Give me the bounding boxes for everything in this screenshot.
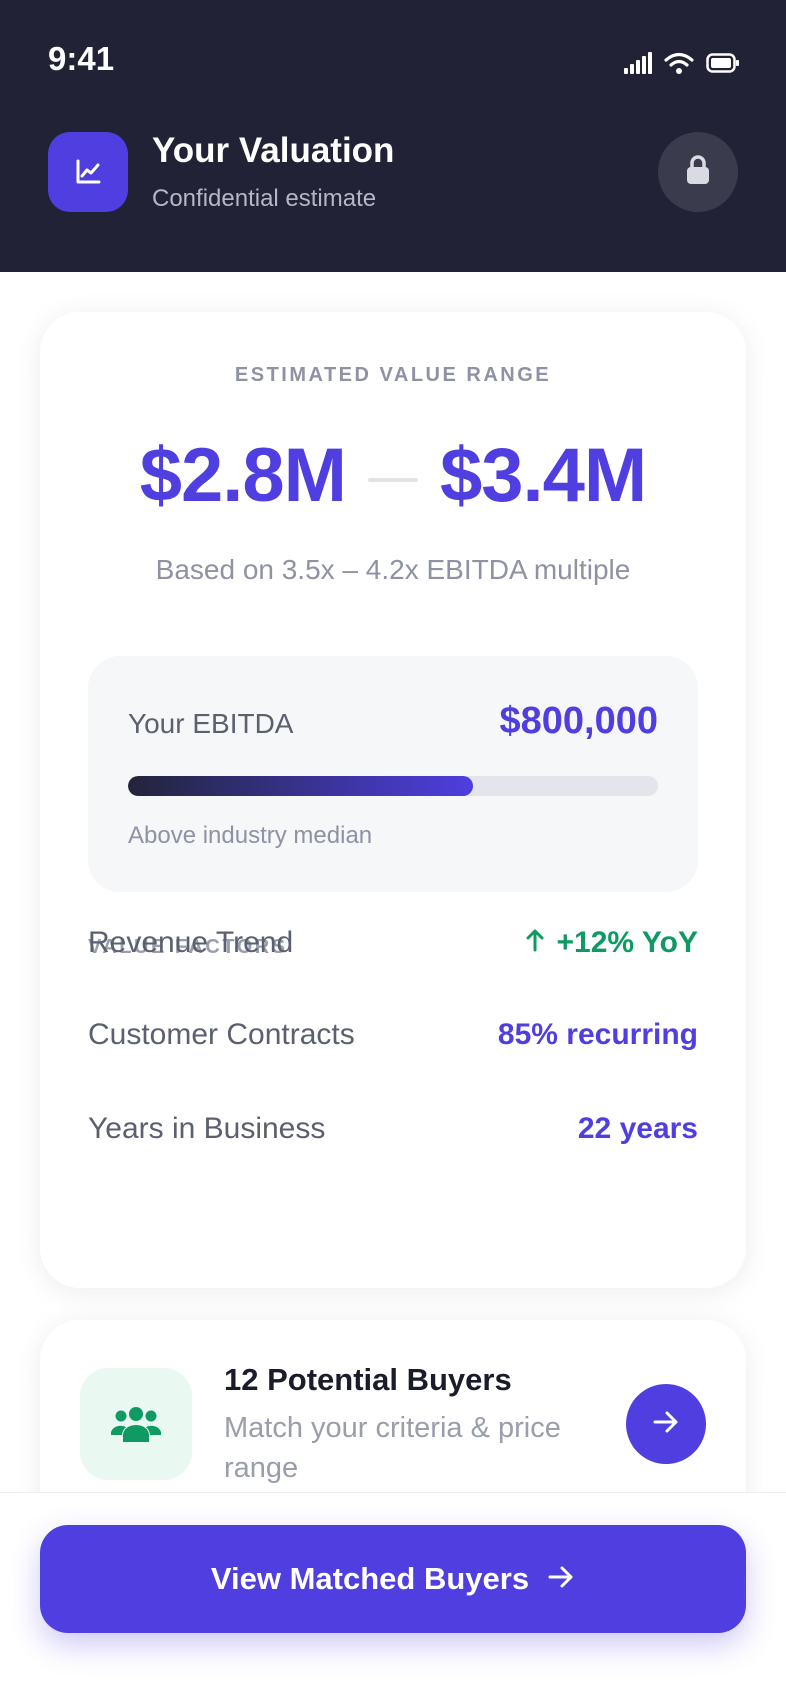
buyers-subtitle: Match your criteria & price range (224, 1412, 561, 1484)
range-low: $2.8M (139, 433, 347, 518)
battery-icon (706, 53, 740, 78)
factor-row-customer-contracts: Customer Contracts 85% recurring (88, 1018, 698, 1052)
ebitda-progress-fill (128, 776, 473, 796)
buyers-arrow-button[interactable] (626, 1384, 706, 1464)
valuation-card: ESTIMATED VALUE RANGE $2.8M $3.4M Based … (40, 312, 746, 1288)
factor-label: Years in Business (88, 1112, 326, 1145)
view-matched-buyers-button[interactable]: View Matched Buyers (40, 1525, 746, 1633)
users-group-icon (80, 1368, 192, 1480)
factor-row-years-in-business: Years in Business 22 years (88, 1112, 698, 1146)
wifi-icon (664, 52, 694, 79)
arrow-up-icon (525, 926, 545, 960)
status-icons (624, 52, 740, 79)
range-label: ESTIMATED VALUE RANGE (234, 364, 552, 386)
factor-value: 22 years (577, 1112, 698, 1145)
range-basis: Based on 3.5x – 4.2x EBITDA multiple (155, 554, 631, 585)
range-high: $3.4M (440, 433, 647, 518)
arrow-right-icon (547, 1561, 575, 1597)
ebitda-label: Your EBITDA (128, 708, 294, 739)
cta-label: View Matched Buyers (210, 1561, 530, 1596)
status-time: 9:41 (48, 40, 115, 77)
lock-icon (684, 154, 712, 191)
factor-label: Customer Contracts (88, 1018, 355, 1051)
ebitda-panel: Your EBITDA $800,000 Above industry medi… (88, 656, 698, 892)
value-range: $2.8M $3.4M (40, 432, 746, 519)
ebitda-value: $800,000 (499, 700, 659, 742)
bottom-action-bar: View Matched Buyers (0, 1492, 786, 1704)
trend-chart-icon (48, 132, 128, 212)
factor-label: Revenue Trend (88, 926, 294, 959)
factor-value: 85% recurring (497, 1018, 698, 1051)
cellular-signal-icon (624, 52, 652, 79)
factor-row-revenue-trend: Revenue Trend +12% YoY (88, 926, 698, 960)
page-subtitle: Confidential estimate (152, 185, 377, 212)
factor-value: +12% YoY (525, 926, 698, 960)
buyers-title: 12 Potential Buyers (224, 1362, 512, 1397)
ebitda-progress-track (128, 776, 658, 796)
range-separator (368, 477, 418, 482)
ebitda-note: Above industry median (128, 822, 373, 849)
page-title: Your Valuation (152, 131, 395, 170)
lock-button[interactable] (658, 132, 738, 212)
app-header: 9:41 (0, 0, 786, 272)
value-factors-title: VALUE FACTORS (88, 936, 288, 958)
factor-value-text: +12% YoY (556, 926, 698, 959)
arrow-right-icon (652, 1410, 680, 1439)
